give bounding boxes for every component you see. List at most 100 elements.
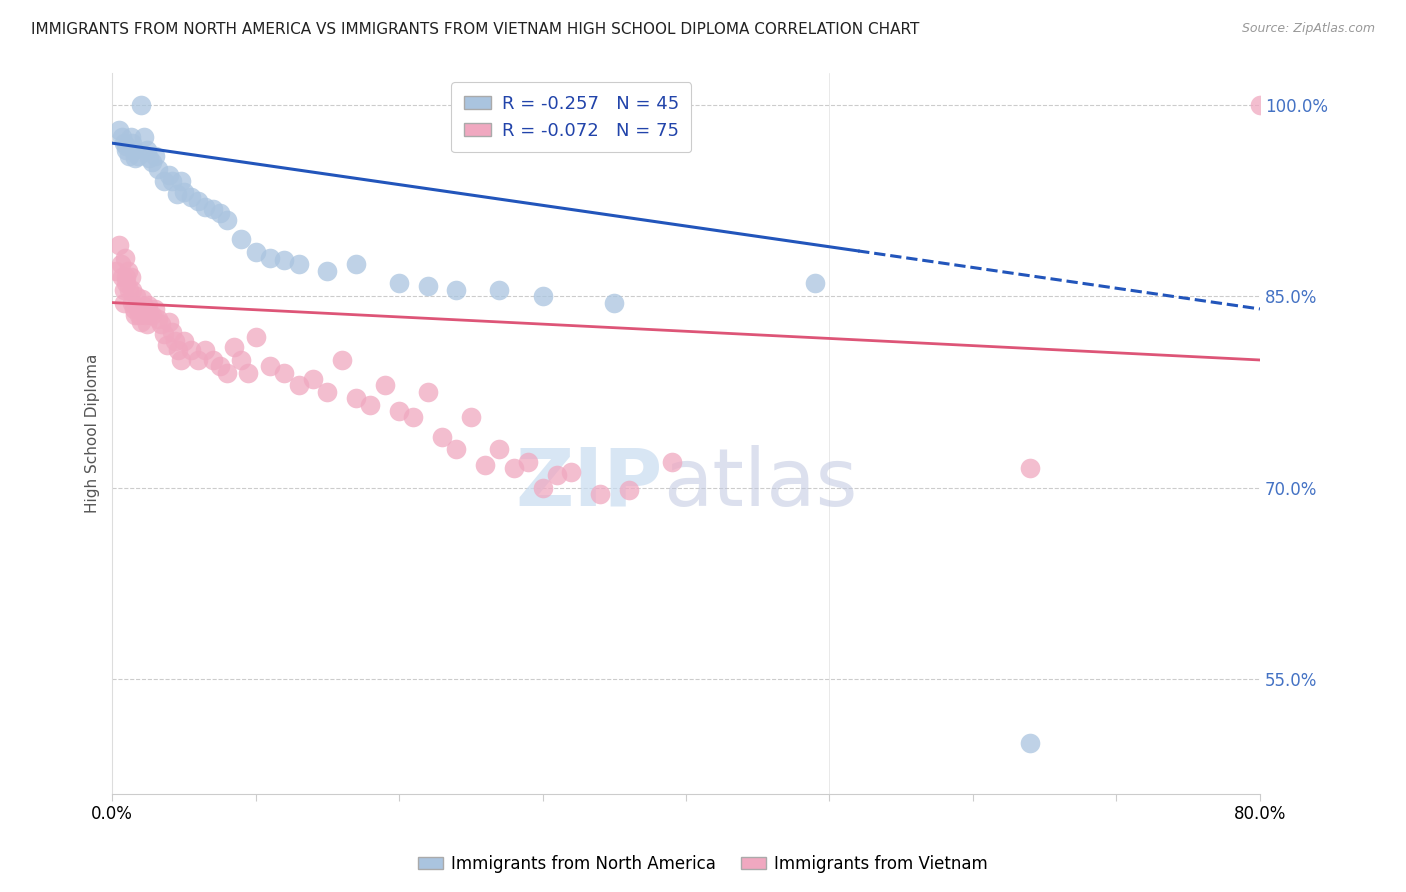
- Point: [143, 301, 166, 316]
- Point: [152, 327, 174, 342]
- Point: [488, 283, 510, 297]
- Point: [165, 334, 187, 348]
- Point: [149, 318, 172, 332]
- Point: [111, 129, 134, 144]
- Point: [502, 461, 524, 475]
- Point: [302, 372, 325, 386]
- Point: [474, 458, 496, 472]
- Point: [127, 301, 149, 316]
- Point: [222, 340, 245, 354]
- Legend: R = -0.257   N = 45, R = -0.072   N = 75: R = -0.257 N = 45, R = -0.072 N = 75: [451, 82, 692, 153]
- Point: [560, 465, 582, 479]
- Point: [159, 315, 181, 329]
- Point: [110, 257, 132, 271]
- Point: [446, 283, 468, 297]
- Point: [120, 129, 142, 144]
- Point: [129, 98, 152, 112]
- Legend: Immigrants from North America, Immigrants from Vietnam: Immigrants from North America, Immigrant…: [411, 848, 995, 880]
- Point: [180, 343, 202, 357]
- Point: [460, 410, 482, 425]
- Point: [166, 187, 188, 202]
- Point: [531, 481, 554, 495]
- Point: [138, 307, 160, 321]
- Point: [117, 263, 139, 277]
- Point: [124, 309, 146, 323]
- Point: [287, 257, 309, 271]
- Point: [105, 263, 128, 277]
- Point: [488, 442, 510, 457]
- Point: [201, 353, 224, 368]
- Point: [170, 174, 193, 188]
- Point: [359, 398, 381, 412]
- Point: [430, 429, 453, 443]
- Point: [136, 298, 159, 312]
- Point: [546, 467, 568, 482]
- Point: [135, 143, 157, 157]
- Point: [118, 149, 141, 163]
- Point: [617, 483, 640, 497]
- Point: [259, 359, 281, 374]
- Point: [316, 384, 339, 399]
- Point: [132, 300, 155, 314]
- Point: [132, 129, 155, 144]
- Point: [170, 353, 193, 368]
- Point: [111, 270, 134, 285]
- Point: [115, 143, 138, 157]
- Point: [108, 123, 131, 137]
- Point: [201, 202, 224, 217]
- Point: [187, 353, 209, 368]
- Point: [804, 277, 827, 291]
- Point: [141, 155, 163, 169]
- Text: atlas: atlas: [664, 445, 858, 523]
- Point: [388, 404, 411, 418]
- Point: [121, 283, 143, 297]
- Point: [180, 190, 202, 204]
- Point: [238, 366, 260, 380]
- Point: [146, 312, 169, 326]
- Point: [402, 410, 425, 425]
- Point: [141, 309, 163, 323]
- Point: [589, 487, 612, 501]
- Point: [173, 334, 195, 348]
- Point: [112, 283, 135, 297]
- Point: [316, 263, 339, 277]
- Point: [245, 330, 267, 344]
- Point: [187, 194, 209, 208]
- Point: [173, 185, 195, 199]
- Point: [152, 174, 174, 188]
- Point: [121, 295, 143, 310]
- Point: [159, 168, 181, 182]
- Point: [273, 253, 295, 268]
- Point: [112, 136, 135, 150]
- Point: [124, 152, 146, 166]
- Point: [416, 279, 439, 293]
- Point: [131, 292, 153, 306]
- Point: [156, 337, 179, 351]
- Point: [344, 257, 367, 271]
- Point: [162, 174, 184, 188]
- Point: [603, 295, 626, 310]
- Point: [215, 212, 238, 227]
- Y-axis label: High School Diploma: High School Diploma: [86, 353, 100, 513]
- Point: [245, 244, 267, 259]
- Point: [138, 152, 160, 166]
- Point: [135, 318, 157, 332]
- Point: [167, 343, 190, 357]
- Point: [287, 378, 309, 392]
- Point: [1019, 736, 1042, 750]
- Point: [231, 353, 253, 368]
- Point: [231, 232, 253, 246]
- Point: [122, 143, 145, 157]
- Point: [115, 277, 138, 291]
- Point: [517, 455, 540, 469]
- Point: [215, 366, 238, 380]
- Point: [330, 353, 353, 368]
- Point: [388, 277, 411, 291]
- Point: [121, 136, 143, 150]
- Point: [162, 325, 184, 339]
- Point: [344, 391, 367, 405]
- Point: [143, 149, 166, 163]
- Point: [531, 289, 554, 303]
- Point: [108, 238, 131, 252]
- Point: [194, 343, 217, 357]
